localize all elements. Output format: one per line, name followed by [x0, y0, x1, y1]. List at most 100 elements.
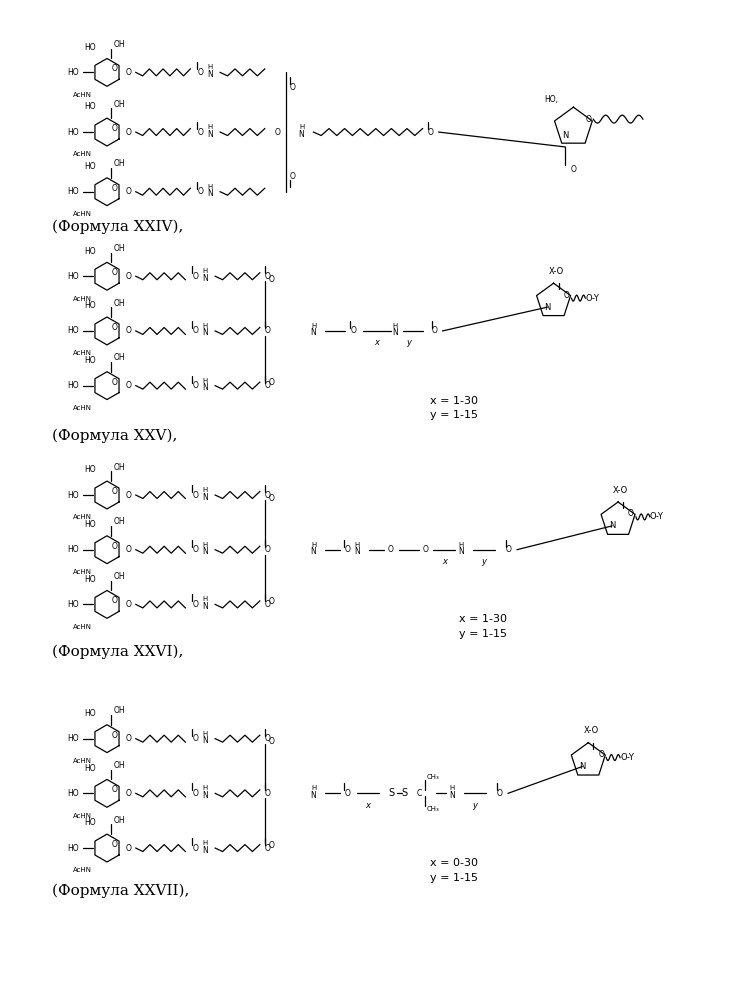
Text: x = 1-30: x = 1-30: [459, 614, 507, 624]
Text: N: N: [203, 493, 208, 502]
Text: OH: OH: [114, 159, 126, 168]
Text: HO: HO: [68, 68, 79, 77]
Text: HO: HO: [84, 356, 96, 365]
Text: N: N: [299, 130, 305, 139]
Text: O: O: [269, 841, 275, 850]
Text: AcHN: AcHN: [73, 867, 92, 873]
Text: y = 1-15: y = 1-15: [429, 873, 478, 883]
Text: O: O: [112, 268, 117, 277]
Text: N: N: [203, 328, 208, 337]
Text: HO: HO: [84, 247, 96, 256]
Text: N: N: [203, 547, 208, 556]
Text: OH: OH: [114, 706, 126, 715]
Text: O: O: [112, 487, 117, 496]
Text: N: N: [203, 736, 208, 745]
Text: O: O: [344, 789, 350, 798]
Text: O: O: [112, 378, 117, 387]
Text: y = 1-15: y = 1-15: [429, 410, 478, 420]
Text: O: O: [192, 491, 198, 500]
Text: N: N: [207, 130, 213, 139]
Text: H: H: [203, 268, 208, 274]
Text: O-Y: O-Y: [585, 294, 599, 303]
Text: N: N: [203, 274, 208, 283]
Text: O: O: [432, 326, 437, 335]
Text: OH: OH: [114, 244, 126, 253]
Text: O: O: [197, 187, 203, 196]
Text: O: O: [269, 275, 275, 284]
Text: HO,: HO,: [545, 95, 559, 104]
Text: (Формула XXV),: (Формула XXV),: [52, 428, 178, 443]
Text: H: H: [208, 184, 213, 190]
Text: O: O: [126, 326, 132, 335]
Text: HO: HO: [68, 491, 79, 500]
Text: O: O: [570, 165, 576, 174]
Text: O: O: [497, 789, 503, 798]
Text: y: y: [406, 338, 411, 347]
Text: CH₃: CH₃: [426, 774, 439, 780]
Text: O: O: [506, 545, 512, 554]
Text: OH: OH: [114, 816, 126, 825]
Text: OH: OH: [114, 100, 126, 109]
Text: x: x: [374, 338, 379, 347]
Text: N: N: [310, 547, 316, 556]
Text: O: O: [126, 600, 132, 609]
Text: O: O: [192, 789, 198, 798]
Text: HO: HO: [84, 162, 96, 171]
Text: O: O: [265, 734, 271, 743]
Text: H: H: [459, 542, 464, 548]
Text: N: N: [609, 521, 615, 530]
Text: H: H: [203, 378, 208, 384]
Text: OH: OH: [114, 353, 126, 362]
Text: HO: HO: [68, 128, 79, 137]
Text: OH: OH: [114, 299, 126, 308]
Text: HO: HO: [68, 545, 79, 554]
Text: O: O: [269, 597, 275, 606]
Text: O: O: [112, 184, 117, 193]
Text: AcHN: AcHN: [73, 624, 92, 630]
Text: O: O: [126, 734, 132, 743]
Text: AcHN: AcHN: [73, 569, 92, 575]
Text: O: O: [265, 491, 271, 500]
Text: O: O: [265, 545, 271, 554]
Text: O: O: [112, 840, 117, 849]
Text: y: y: [473, 801, 478, 810]
Text: N: N: [203, 791, 208, 800]
Text: O: O: [269, 378, 275, 387]
Text: HO: HO: [68, 844, 79, 853]
Text: O: O: [192, 381, 198, 390]
Text: N: N: [203, 602, 208, 611]
Text: O: O: [350, 326, 356, 335]
Text: O: O: [197, 68, 203, 77]
Text: HO: HO: [68, 381, 79, 390]
Text: HO: HO: [84, 43, 96, 52]
Text: AcHN: AcHN: [73, 758, 92, 764]
Text: N: N: [392, 328, 398, 337]
Text: O: O: [265, 600, 271, 609]
Text: H: H: [208, 124, 213, 130]
Text: H: H: [203, 323, 208, 329]
Text: O: O: [269, 737, 275, 746]
Text: (Формула XXIV),: (Формула XXIV),: [52, 219, 184, 234]
Text: X-O: X-O: [584, 726, 599, 735]
Text: OH: OH: [114, 463, 126, 472]
Text: O: O: [388, 545, 393, 554]
Text: O: O: [628, 509, 634, 518]
Text: OH: OH: [114, 517, 126, 526]
Text: HO: HO: [68, 734, 79, 743]
Text: O: O: [112, 124, 117, 133]
Text: x: x: [366, 801, 371, 810]
Text: N: N: [449, 791, 455, 800]
Text: S: S: [389, 788, 395, 798]
Text: HO: HO: [68, 272, 79, 281]
Text: O: O: [126, 491, 132, 500]
Text: O: O: [192, 600, 198, 609]
Text: x = 0-30: x = 0-30: [429, 858, 478, 868]
Text: O: O: [126, 789, 132, 798]
Text: N: N: [562, 131, 569, 140]
Text: x: x: [442, 557, 447, 566]
Text: O: O: [265, 381, 271, 390]
Text: N: N: [459, 547, 464, 556]
Text: AcHN: AcHN: [73, 350, 92, 356]
Text: OH: OH: [114, 40, 126, 49]
Text: O: O: [290, 172, 296, 181]
